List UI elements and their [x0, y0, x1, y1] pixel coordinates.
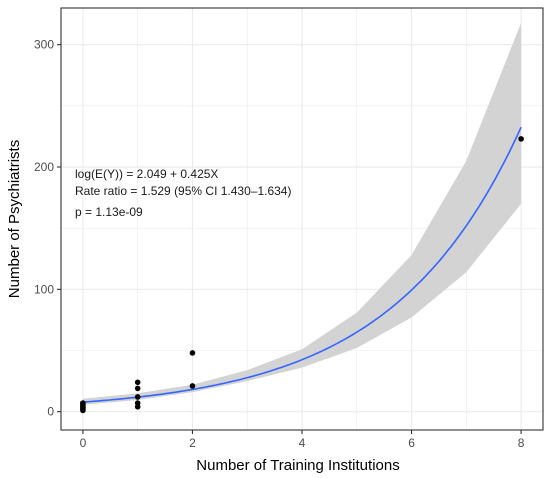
fit-curve: [80, 126, 522, 404]
x-axis-ticks: 0 2 4 6 8: [80, 430, 525, 450]
y-tick-label: 300: [34, 38, 54, 52]
annotation-p-value: p = 1.13e-09: [75, 205, 143, 219]
x-tick-label: 8: [518, 436, 525, 450]
y-axis-ticks: 0 100 200 300: [34, 38, 61, 419]
x-tick-label: 2: [189, 436, 196, 450]
fit-line: [80, 126, 522, 404]
x-tick-label: 6: [408, 436, 415, 450]
confidence-band-area: [82, 22, 522, 405]
annotation-equation: log(E(Y)) = 2.049 + 0.425X: [75, 167, 218, 181]
x-tick-label: 0: [80, 436, 87, 450]
annotation-rate-ratio: Rate ratio = 1.529 (95% CI 1.430–1.634): [75, 184, 291, 198]
confidence-band: [82, 22, 522, 405]
y-tick-label: 0: [47, 405, 54, 419]
data-point: [134, 400, 141, 406]
y-tick-label: 200: [34, 160, 54, 174]
y-axis-title: Number of Psychiatrists: [6, 140, 23, 298]
x-axis-title: Number of Training Institutions: [196, 457, 399, 474]
data-point: [189, 350, 196, 356]
data-point: [134, 379, 141, 386]
data-point: [80, 400, 86, 406]
y-tick-label: 100: [34, 282, 54, 296]
data-point: [134, 385, 141, 392]
data-point: [518, 136, 524, 142]
data-points: [80, 136, 524, 414]
data-point: [134, 394, 141, 400]
data-point: [189, 383, 196, 389]
x-tick-label: 4: [299, 436, 306, 450]
